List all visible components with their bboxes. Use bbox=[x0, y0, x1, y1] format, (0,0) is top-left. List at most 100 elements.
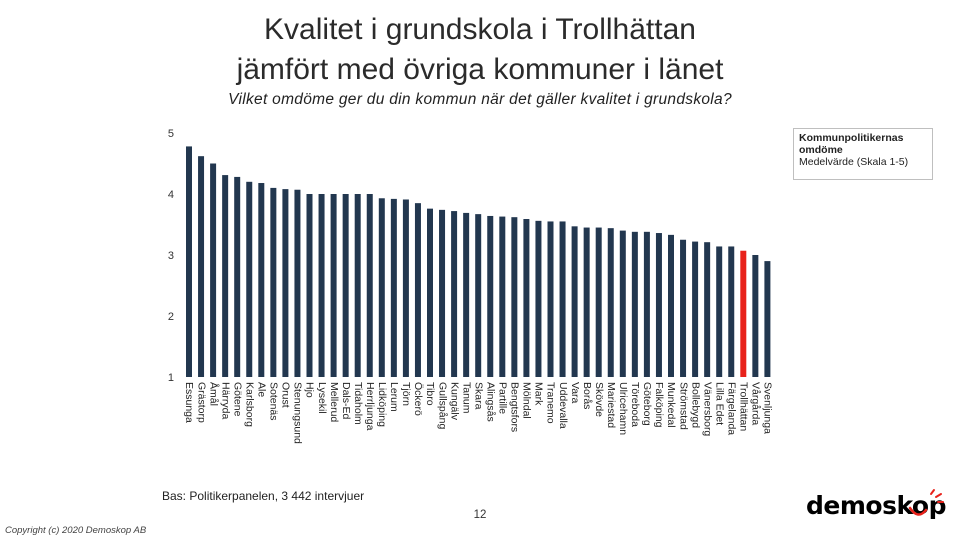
bar bbox=[378, 198, 385, 377]
y-tick-label: 3 bbox=[168, 250, 174, 262]
x-tick-label: Essunga bbox=[183, 382, 195, 423]
bar bbox=[234, 176, 241, 377]
x-tick-label: Alingsås bbox=[484, 382, 496, 422]
x-tick-label: Vänersborg bbox=[701, 382, 713, 436]
legend-title-line1: Kommunpolitikernas bbox=[799, 132, 904, 144]
y-tick-label: 2 bbox=[168, 311, 174, 323]
x-tick-label: Mellerud bbox=[328, 382, 340, 422]
x-tick-label: Uddevalla bbox=[557, 382, 569, 429]
x-tick-label: Tanum bbox=[460, 382, 472, 414]
base-note: Bas: Politikerpanelen, 3 442 intervjuer bbox=[162, 489, 365, 503]
bar-highlight bbox=[740, 250, 747, 377]
x-tick-label: Karlsborg bbox=[243, 382, 255, 427]
chart-title-line1: Kvalitet i grundskola i Trollhättan bbox=[264, 13, 696, 46]
bar bbox=[535, 220, 542, 377]
x-tick-label: Bollebygd bbox=[689, 382, 701, 428]
x-tick-label: Vårgårda bbox=[750, 382, 762, 425]
x-tick-label: Tjörn bbox=[400, 382, 412, 406]
x-tick-label: Sotenäs bbox=[268, 382, 280, 421]
y-tick-label: 1 bbox=[168, 372, 174, 384]
x-tick-label: Göteborg bbox=[641, 382, 653, 426]
x-tick-label: Ale bbox=[256, 382, 268, 397]
bar bbox=[222, 175, 229, 377]
y-tick-label: 4 bbox=[168, 189, 174, 201]
x-tick-label: Trollhättan bbox=[738, 382, 750, 431]
x-tick-label: Borås bbox=[581, 382, 593, 409]
x-tick-label: Lysekil bbox=[316, 382, 328, 414]
x-tick-label: Färgelanda bbox=[725, 382, 737, 435]
bar bbox=[595, 227, 602, 377]
bar bbox=[366, 194, 373, 377]
x-tick-label: Lilla Edet bbox=[713, 382, 725, 425]
x-tick-label: Vara bbox=[569, 382, 581, 404]
logo-smile-icon bbox=[908, 506, 928, 516]
bar bbox=[619, 230, 626, 377]
bar bbox=[439, 209, 446, 377]
x-tick-label: Munkedal bbox=[665, 382, 677, 428]
bar bbox=[186, 146, 192, 377]
bar bbox=[306, 194, 313, 377]
bar bbox=[571, 226, 578, 377]
x-tick-label: Gullspång bbox=[436, 382, 448, 429]
bar bbox=[451, 211, 458, 377]
chart-title-line2: jämfört med övriga kommuner i länet bbox=[236, 53, 724, 86]
bar bbox=[354, 194, 361, 377]
bar bbox=[523, 219, 530, 377]
x-tick-label: Lidköping bbox=[376, 382, 388, 427]
x-tick-label: Tranemo bbox=[545, 382, 557, 424]
x-tick-label: Mariestad bbox=[605, 382, 617, 428]
bar bbox=[270, 187, 277, 377]
bar bbox=[258, 183, 265, 377]
x-tick-label: Svenljunga bbox=[762, 382, 774, 434]
x-tick-label: Ulricehamn bbox=[617, 382, 629, 435]
x-tick-label: Töreboda bbox=[629, 382, 641, 427]
x-tick-label: Skövde bbox=[593, 382, 605, 417]
legend: Kommunpolitikernas omdöme Medelvärde (Sk… bbox=[793, 128, 933, 180]
x-tick-label: Mark bbox=[533, 382, 545, 406]
chart-subtitle: Vilket omdöme ger du din kommun när det … bbox=[228, 91, 732, 108]
x-tick-label: Götene bbox=[231, 382, 243, 417]
x-tick-label: Mölndal bbox=[521, 382, 533, 419]
copyright-text: Copyright (c) 2020 Demoskop AB bbox=[5, 525, 147, 536]
x-tick-label: Hjo bbox=[304, 382, 316, 398]
x-tick-label: Tidaholm bbox=[352, 382, 364, 425]
logo-spark-icon bbox=[930, 489, 944, 503]
legend-title-line2: omdöme bbox=[799, 144, 843, 156]
bar bbox=[427, 208, 433, 377]
bar bbox=[728, 246, 735, 377]
bar bbox=[414, 203, 421, 377]
bar bbox=[330, 194, 337, 377]
logo-text: demoskop bbox=[806, 491, 946, 520]
demoskop-logo: demoskop bbox=[806, 488, 956, 524]
x-tick-label: Partille bbox=[497, 382, 509, 414]
bar bbox=[655, 233, 662, 377]
x-tick-label: Strömstad bbox=[677, 382, 689, 430]
bar bbox=[342, 194, 349, 377]
bar bbox=[499, 216, 506, 377]
bar bbox=[704, 242, 711, 377]
x-tick-label: Dals-Ed bbox=[340, 382, 352, 420]
y-tick-label: 5 bbox=[168, 128, 174, 140]
x-tick-label: Kungälv bbox=[448, 382, 460, 421]
x-tick-label: Stenungsund bbox=[292, 382, 304, 444]
bar bbox=[402, 199, 409, 377]
bar bbox=[198, 156, 205, 377]
bar bbox=[390, 198, 397, 377]
x-tick-label: Tibro bbox=[424, 382, 436, 406]
bar bbox=[475, 214, 482, 377]
bar bbox=[752, 255, 759, 377]
bar bbox=[692, 241, 699, 377]
x-tick-label: Lerum bbox=[388, 382, 400, 412]
bar bbox=[643, 231, 650, 377]
bar bbox=[680, 239, 687, 377]
legend-note: Medelvärde (Skala 1-5) bbox=[799, 156, 909, 168]
x-tick-label: Åmål bbox=[207, 382, 220, 406]
bar bbox=[716, 246, 723, 377]
x-tick-label: Orust bbox=[280, 382, 292, 408]
x-tick-label: Härryda bbox=[219, 382, 231, 420]
x-tick-label: Grästorp bbox=[195, 382, 207, 423]
bar bbox=[764, 261, 771, 377]
bar bbox=[463, 212, 470, 377]
bar bbox=[631, 231, 638, 377]
bar bbox=[294, 189, 301, 377]
